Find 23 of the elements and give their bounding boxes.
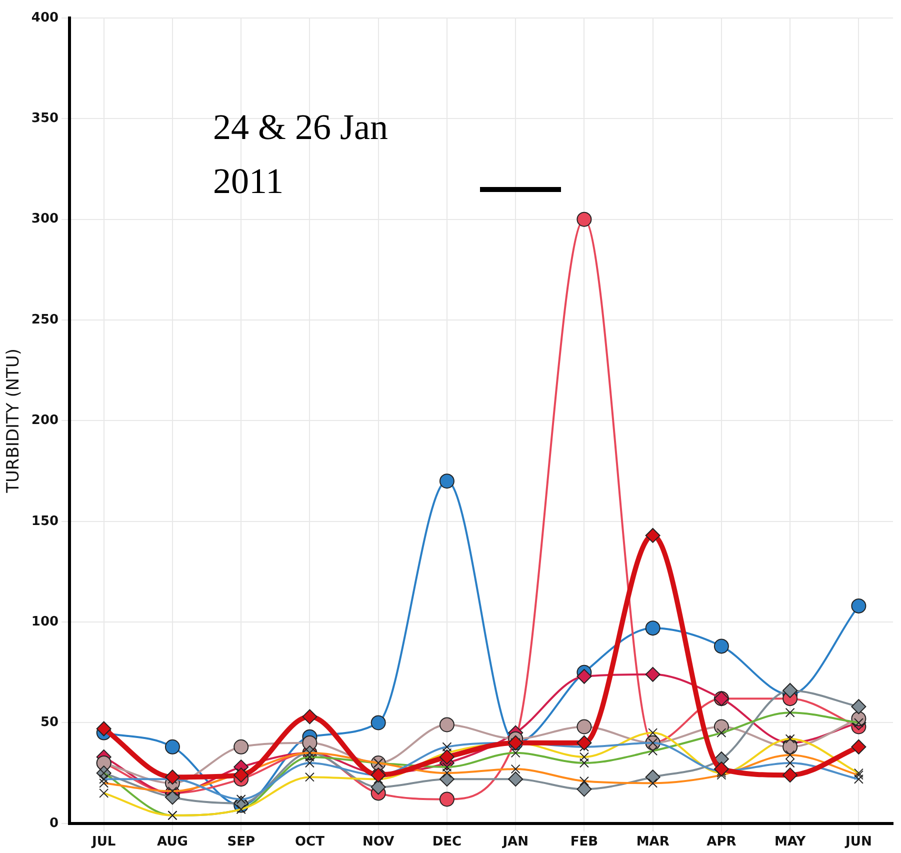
annotation: 24 & 26 Jan 2011 — [213, 106, 389, 203]
x-tick-label: DEC — [432, 834, 462, 850]
y-tick-label: 350 — [31, 111, 59, 126]
x-tick-label: APR — [706, 834, 736, 850]
y-tick-label: 100 — [31, 614, 59, 630]
y-tick-label: 50 — [40, 715, 59, 730]
x-tick-label: MAY — [774, 834, 806, 850]
y-tick-label: 250 — [31, 312, 59, 328]
y-tick-label: 0 — [49, 816, 59, 831]
y-tick-label: 400 — [31, 10, 59, 26]
x-tick-label: JUL — [91, 834, 116, 850]
x-tick-label: JUN — [844, 834, 872, 850]
x-tick-label: NOV — [362, 834, 394, 850]
x-tick-label: JAN — [502, 834, 528, 850]
x-tick-label: FEB — [570, 834, 598, 850]
y-tick-label: 300 — [31, 212, 59, 227]
x-tick-label: AUG — [157, 834, 188, 850]
x-tick-label: MAR — [636, 834, 670, 850]
y-tick-label: 150 — [31, 514, 59, 529]
x-tick-label: OCT — [294, 834, 325, 850]
y-tick-label: 200 — [31, 413, 59, 428]
y-axis-title: TURBIDITY (NTU) — [4, 348, 24, 494]
x-tick-label: SEP — [227, 834, 255, 850]
